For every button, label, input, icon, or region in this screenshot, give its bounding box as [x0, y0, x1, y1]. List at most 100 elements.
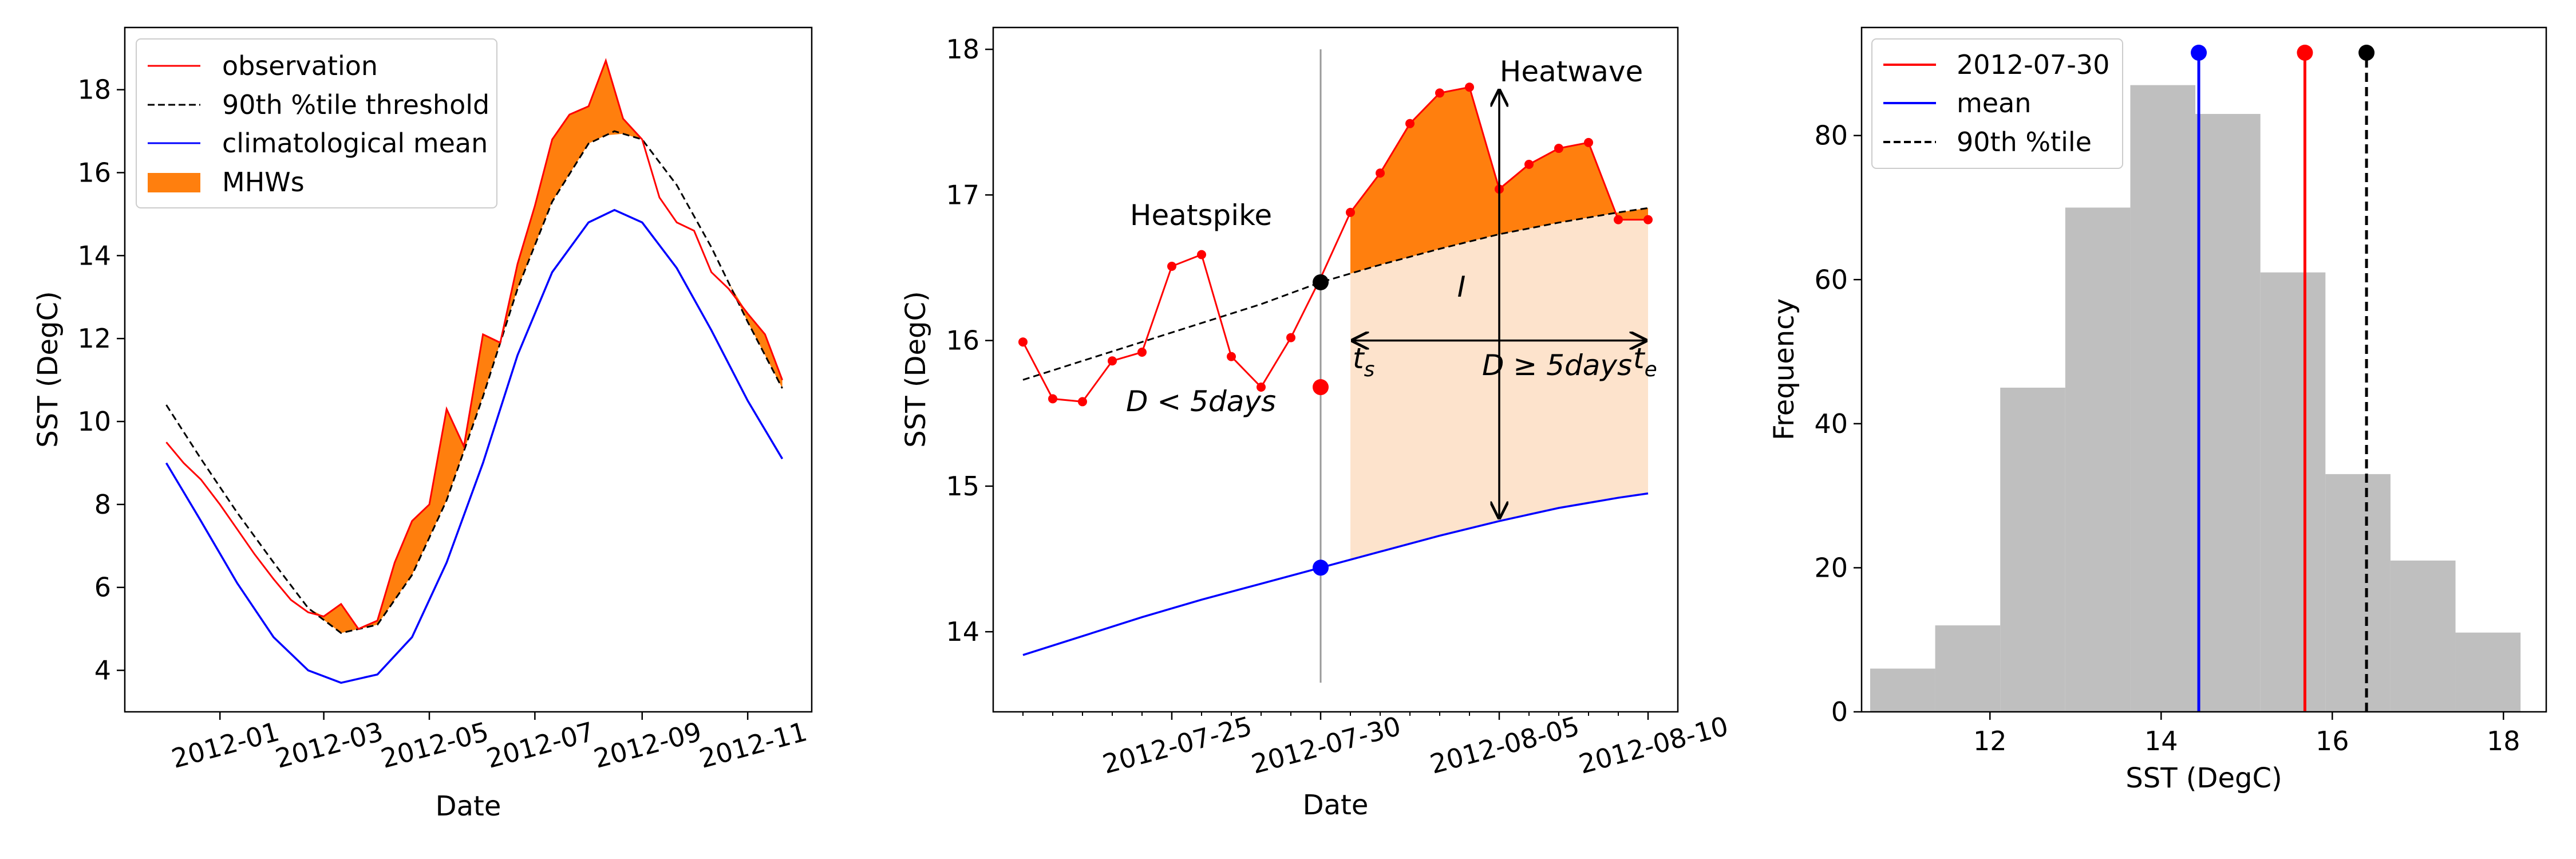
y-tick-label: 18: [946, 34, 979, 65]
observation-point: [1405, 119, 1415, 128]
x-tick-label: 2012-07: [483, 716, 598, 774]
annotation-ts: ts: [1353, 342, 1374, 381]
y-tick-label: 60: [1814, 264, 1848, 295]
plot-frame: [992, 26, 1679, 713]
histogram-bar: [2065, 207, 2131, 712]
marker-dot: [2297, 45, 2313, 61]
legend: 2012-07-30 mean 90th %tile: [1871, 38, 2123, 169]
y-tick-label: 6: [94, 572, 111, 603]
observation-point: [1435, 88, 1444, 98]
y-tick-label: 0: [1831, 696, 1848, 727]
x-tick-label: 2012-05: [378, 716, 492, 774]
y-axis-label: SST (DegC): [900, 291, 932, 447]
histogram-bar: [2455, 632, 2521, 712]
highlight-observation-point: [1313, 379, 1329, 396]
observation-point: [1614, 215, 1623, 224]
observation-point: [1018, 337, 1028, 347]
observation-point: [1346, 207, 1355, 217]
marker-dot: [2191, 45, 2207, 61]
observation-point: [1078, 397, 1087, 407]
observation-point: [1227, 352, 1236, 361]
observation-point: [1584, 137, 1593, 147]
legend-mean: mean: [1957, 88, 2031, 119]
histogram-bar: [2390, 560, 2456, 712]
x-tick-label: 2012-03: [272, 716, 386, 774]
observation-point: [1048, 394, 1057, 404]
x-axis-label: Date: [1303, 789, 1369, 821]
y-tick-label: 16: [946, 325, 979, 356]
observation-point: [1524, 160, 1534, 169]
series-observation: [1022, 86, 1648, 403]
y-axis-label: Frequency: [1768, 298, 1800, 440]
x-tick-label: 2012-09: [590, 716, 705, 774]
legend-mhw-swatch: [148, 173, 200, 192]
histogram-bar: [1870, 668, 1935, 712]
y-tick-label: 8: [94, 489, 111, 520]
x-tick-label: 16: [2316, 726, 2349, 756]
series-threshold: [1022, 207, 1649, 381]
histogram-bar: [2130, 85, 2196, 712]
x-tick-label: 2012-01: [168, 716, 283, 774]
y-tick-label: 14: [77, 240, 111, 271]
y-tick-label: 4: [94, 655, 111, 686]
histogram-bar: [2325, 474, 2391, 712]
legend-mean: climatological mean: [222, 128, 488, 159]
legend: observation 90th %tile threshold climato…: [136, 38, 497, 208]
observation-point: [1257, 383, 1266, 392]
annotation-duration-short: D < 5days: [1126, 385, 1276, 418]
series-climatological-mean: [165, 208, 784, 684]
plot-frame: [1860, 26, 2547, 713]
legend-date: 2012-07-30: [1957, 49, 2109, 80]
observation-point: [1376, 168, 1385, 178]
histogram-bar: [2260, 272, 2326, 712]
annotation-heatspike: Heatspike: [1130, 199, 1272, 232]
heatwave-fill: [1350, 87, 1648, 274]
legend-percentile: 90th %tile: [1957, 127, 2092, 157]
annotation-intensity: I: [1457, 270, 1466, 304]
series-threshold: [165, 130, 783, 635]
annotation-heatwave: Heatwave: [1500, 55, 1643, 88]
x-tick-label: 14: [2144, 726, 2178, 756]
y-tick-label: 80: [1814, 120, 1848, 151]
y-tick-label: 14: [946, 616, 979, 647]
histogram-bar: [1935, 625, 2001, 712]
annotation-te: te: [1633, 342, 1657, 381]
y-tick-label: 40: [1814, 408, 1848, 439]
histogram-bar: [2195, 113, 2261, 712]
y-tick-label: 17: [946, 179, 979, 210]
observation-point: [1643, 215, 1653, 224]
y-tick-label: 15: [946, 471, 979, 502]
x-axis-label: SST (DegC): [2125, 762, 2282, 794]
legend-observation: observation: [222, 50, 378, 81]
plot-frame: [124, 26, 813, 713]
y-tick-label: 16: [77, 157, 111, 188]
legend-mhw: MHWs: [222, 167, 305, 198]
legend-threshold: 90th %tile threshold: [222, 89, 489, 120]
y-axis-label: SST (DegC): [32, 291, 64, 447]
x-tick-label: 2012-07-30: [1248, 710, 1404, 779]
x-tick-label: 2012-08-05: [1427, 710, 1582, 779]
y-tick-label: 10: [77, 406, 111, 437]
x-tick-label: 18: [2487, 726, 2520, 756]
observation-point: [1465, 82, 1474, 92]
histogram-bar: [2000, 387, 2065, 712]
y-tick-label: 12: [77, 323, 111, 354]
y-tick-label: 20: [1814, 552, 1848, 583]
mhw-fill: [308, 60, 783, 633]
x-tick-label: 12: [1973, 726, 2007, 756]
x-tick-label: 2012-07-25: [1099, 710, 1255, 779]
x-tick-label: 2012-11: [696, 716, 811, 774]
observation-point: [1167, 261, 1176, 271]
highlight-mean-point: [1313, 559, 1329, 576]
marker-dot: [2358, 45, 2375, 61]
x-tick-label: 2012-08-10: [1575, 710, 1731, 779]
observation-point: [1554, 144, 1563, 153]
highlight-threshold-point: [1313, 274, 1329, 290]
x-axis-label: Date: [436, 790, 501, 822]
observation-point: [1108, 356, 1117, 366]
y-tick-label: 18: [77, 74, 111, 105]
